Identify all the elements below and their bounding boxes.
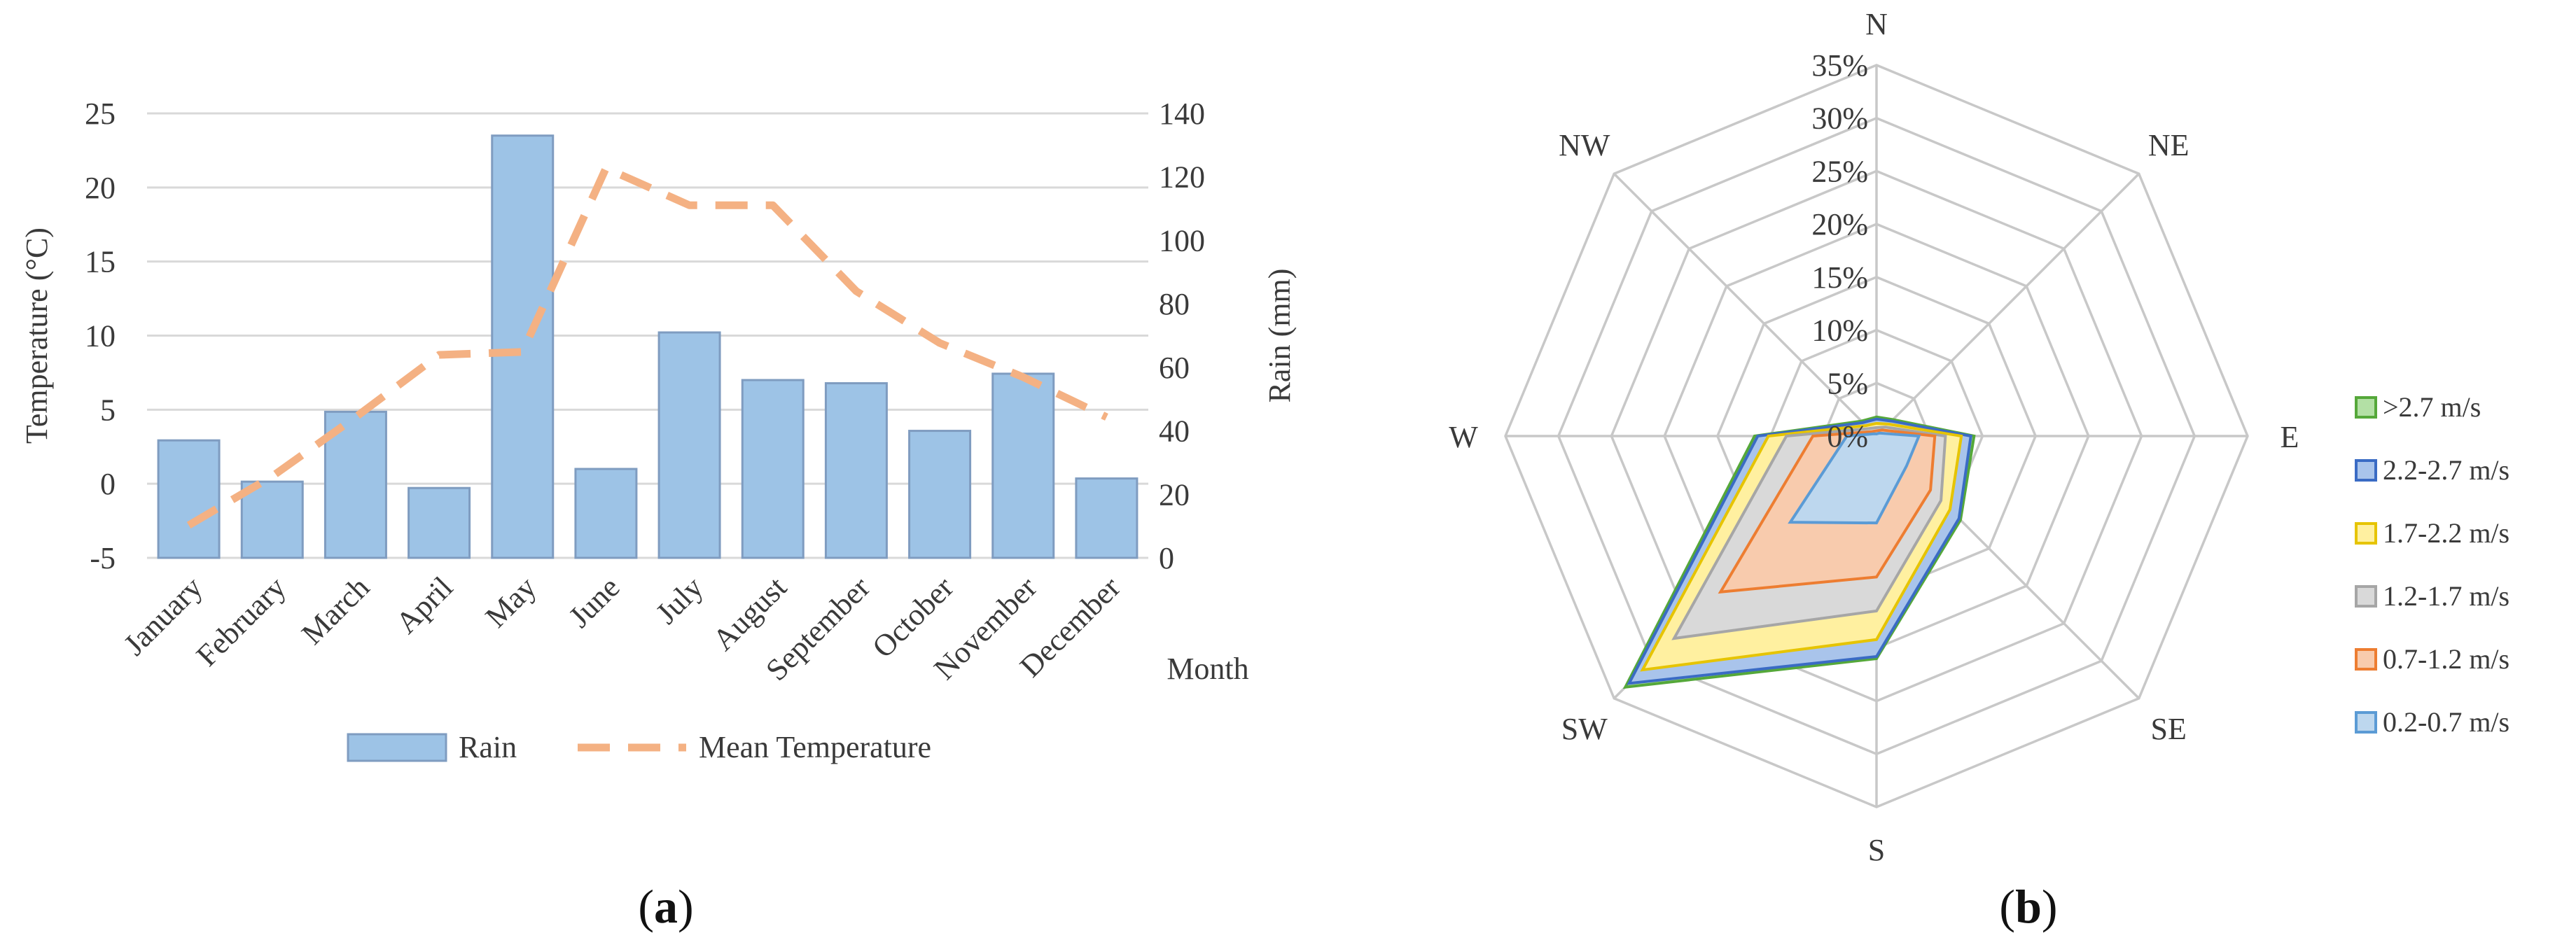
- wind-series-polygon: [1788, 431, 1921, 525]
- legend-temperature-label: Mean Temperature: [699, 730, 931, 764]
- legend-swatch: [2355, 522, 2377, 545]
- right-axis-tick-label: 60: [1159, 351, 1190, 385]
- month-tick-label: July: [649, 570, 710, 631]
- legend-swatch: [2355, 711, 2377, 734]
- left-axis-tick-label: 25: [85, 97, 116, 131]
- rain-bar: [240, 480, 304, 559]
- legend-label: 2.2-2.7 m/s: [2383, 454, 2509, 486]
- ring-percent-label: 10%: [1811, 314, 1868, 348]
- ring-percent-label: 20%: [1811, 207, 1868, 241]
- left-axis-tick-label: 5: [100, 393, 116, 427]
- right-axis-tick-label: 100: [1159, 223, 1205, 258]
- ring-percent-label: 35%: [1811, 48, 1868, 83]
- month-tick-label: June: [562, 570, 627, 634]
- rain-bar: [574, 468, 638, 559]
- rain-bar: [408, 486, 471, 559]
- radar-spoke: [1875, 172, 2140, 437]
- legend-swatch: [2355, 459, 2377, 482]
- legend-label: >2.7 m/s: [2383, 391, 2481, 423]
- direction-label: N: [1865, 7, 1888, 41]
- ring-percent-label: 30%: [1811, 101, 1868, 136]
- legend-swatch: [2355, 585, 2377, 608]
- rain-bar: [991, 372, 1055, 559]
- panel-b-caption: (b): [1999, 880, 2057, 933]
- month-tick-label: May: [479, 570, 543, 634]
- right-axis-tick-label: 40: [1159, 414, 1190, 449]
- radar-spoke: [1613, 172, 1878, 437]
- month-tick-label: April: [389, 570, 459, 640]
- direction-label: W: [1449, 420, 1478, 454]
- direction-label: S: [1868, 833, 1885, 867]
- rain-bar: [908, 430, 972, 559]
- panel-a-caption-letter: a: [654, 880, 678, 933]
- ring-percent-label: 0%: [1827, 419, 1868, 454]
- left-axis-tick-label: 15: [85, 245, 116, 279]
- direction-label: SW: [1561, 712, 1608, 746]
- panel-a-climate-chart: -5 0 5 10 15 20 25 0 20 40 60 80 100 120 140 Temperatur…: [20, 97, 1297, 764]
- right-axis-tick-label: 140: [1159, 97, 1205, 131]
- direction-label: NW: [1559, 128, 1610, 162]
- rain-bar: [741, 379, 805, 559]
- direction-label: NE: [2148, 128, 2189, 162]
- legend-rain-label: Rain: [459, 730, 517, 764]
- direction-label: SE: [2151, 712, 2187, 746]
- panel-b-caption-letter: b: [2015, 880, 2042, 933]
- right-axis-tick-label: 20: [1159, 477, 1190, 512]
- rain-bar: [824, 382, 888, 559]
- right-axis-title: Rain (mm): [1262, 269, 1297, 403]
- ring-percent-label: 5%: [1827, 366, 1868, 400]
- month-tick-label: February: [190, 570, 293, 673]
- rain-bar: [657, 331, 721, 559]
- left-axis-tick-label: -5: [90, 541, 116, 575]
- direction-label: E: [2281, 420, 2299, 454]
- legend-swatch: [2355, 396, 2377, 419]
- left-axis-title: Temperature (°C): [20, 227, 54, 444]
- right-axis-tick-label: 80: [1159, 287, 1190, 321]
- legend-label: 1.2-1.7 m/s: [2383, 580, 2509, 612]
- legend-swatch: [2355, 648, 2377, 671]
- x-axis-title: Month: [1167, 652, 1248, 686]
- legend-label: 1.7-2.2 m/s: [2383, 517, 2509, 549]
- legend-label: 0.7-1.2 m/s: [2383, 643, 2509, 675]
- left-axis-tick-label: 10: [85, 319, 116, 353]
- ring-percent-label: 15%: [1811, 260, 1868, 295]
- rain-bar: [491, 134, 555, 559]
- left-axis-tick-label: 20: [85, 171, 116, 205]
- panel-a-caption: (a): [638, 880, 693, 933]
- mean-temperature-line: [186, 164, 1108, 529]
- left-axis-tick-label: 0: [100, 467, 116, 501]
- month-tick-label: March: [295, 570, 376, 651]
- right-axis-tick-label: 0: [1159, 541, 1174, 575]
- legend-rain-swatch: [347, 733, 447, 762]
- rain-bar: [1075, 477, 1139, 559]
- right-axis-tick-label: 120: [1159, 160, 1205, 195]
- panel-b-wind-rose: 0% 5% 10% 15% 20% 25% 30% 35% N NE E SE S SW W NW >2.7 m…: [1449, 7, 2509, 867]
- rain-bar: [157, 439, 221, 559]
- ring-percent-label: 25%: [1811, 154, 1868, 188]
- legend-label: 0.2-0.7 m/s: [2383, 706, 2509, 738]
